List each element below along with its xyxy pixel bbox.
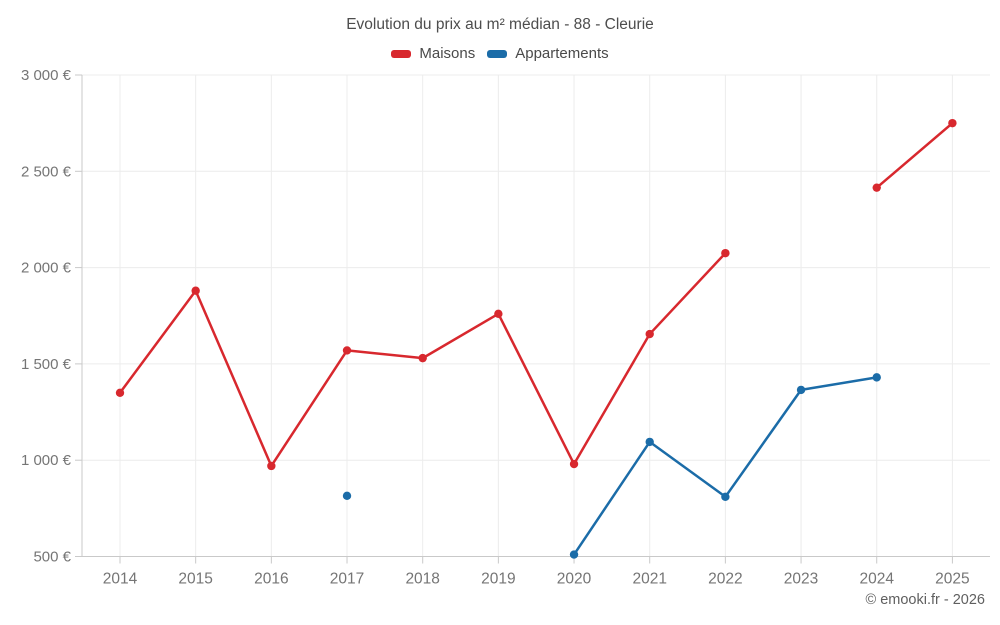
appartements-data-point bbox=[796, 385, 806, 395]
maisons-line-segment bbox=[497, 312, 576, 466]
maisons-data-point bbox=[267, 461, 276, 471]
maisons-legend-swatch-icon bbox=[391, 49, 412, 58]
appartements-line-segment bbox=[572, 440, 651, 556]
maisons-data-point bbox=[418, 353, 427, 363]
legend-item-appartements[interactable]: Appartements bbox=[487, 45, 609, 62]
maisons-data-point bbox=[872, 183, 881, 192]
maisons-line-segment bbox=[648, 251, 727, 336]
maisons-line-segment bbox=[421, 312, 500, 360]
x-axis-tick-label: 2015 bbox=[178, 571, 212, 588]
legend-label-maisons: Maisons bbox=[419, 45, 476, 62]
x-axis-tick-label: 2021 bbox=[632, 571, 666, 588]
x-axis-tick-label: 2024 bbox=[859, 571, 894, 588]
appartements-line-segment bbox=[648, 440, 727, 499]
x-axis-tick-label: 2017 bbox=[330, 571, 364, 588]
maisons-line-segment bbox=[270, 349, 349, 468]
legend-item-maisons[interactable]: Maisons bbox=[391, 45, 475, 62]
maisons-data-point bbox=[645, 329, 654, 339]
x-axis-tick-label: 2023 bbox=[784, 571, 818, 588]
x-axis-tick-label: 2014 bbox=[103, 571, 138, 588]
y-axis-tick-label: 500 € bbox=[33, 549, 71, 566]
maisons-line-segment bbox=[194, 289, 273, 468]
y-axis-tick-label: 2 500 € bbox=[21, 163, 72, 180]
maisons-line-segment bbox=[572, 332, 651, 466]
y-axis-tick-label: 2 000 € bbox=[21, 260, 72, 277]
chart-title: Evolution du prix au m² médian - 88 - Cl… bbox=[346, 16, 654, 33]
appartements-data-point bbox=[342, 491, 352, 501]
y-axis-tick-label: 1 500 € bbox=[21, 356, 72, 373]
x-axis-tick-label: 2025 bbox=[935, 571, 969, 588]
x-axis-tick-label: 2022 bbox=[708, 571, 742, 588]
x-axis-tick-label: 2016 bbox=[254, 571, 288, 588]
maisons-data-point bbox=[342, 346, 352, 355]
appartements-line-segment bbox=[724, 388, 803, 499]
appartements-line-segment bbox=[799, 376, 878, 392]
maisons-line-segment bbox=[345, 349, 424, 360]
x-axis-tick-label: 2019 bbox=[481, 571, 515, 588]
x-axis-tick-label: 2020 bbox=[557, 571, 592, 588]
appartements-data-point bbox=[569, 550, 579, 559]
chart-legend: Maisons Appartements bbox=[0, 45, 1000, 62]
maisons-line-segment bbox=[875, 121, 954, 189]
maisons-data-point bbox=[948, 118, 957, 128]
y-axis-tick-label: 1 000 € bbox=[21, 452, 72, 469]
y-axis-tick-label: 3 000 € bbox=[21, 67, 72, 84]
maisons-data-point bbox=[494, 309, 503, 319]
appartements-data-point bbox=[645, 437, 654, 447]
maisons-data-point bbox=[191, 286, 200, 295]
appartements-legend-swatch-icon bbox=[487, 49, 508, 58]
maisons-line-segment bbox=[118, 289, 197, 395]
maisons-data-point bbox=[115, 388, 125, 397]
appartements-data-point bbox=[721, 492, 730, 501]
maisons-data-point bbox=[569, 459, 579, 469]
watermark-text: © emooki.fr - 2026 bbox=[865, 592, 985, 608]
x-axis-tick-label: 2018 bbox=[405, 571, 439, 588]
appartements-data-point bbox=[872, 373, 881, 382]
legend-label-appartements: Appartements bbox=[515, 45, 609, 62]
maisons-data-point bbox=[721, 248, 730, 258]
